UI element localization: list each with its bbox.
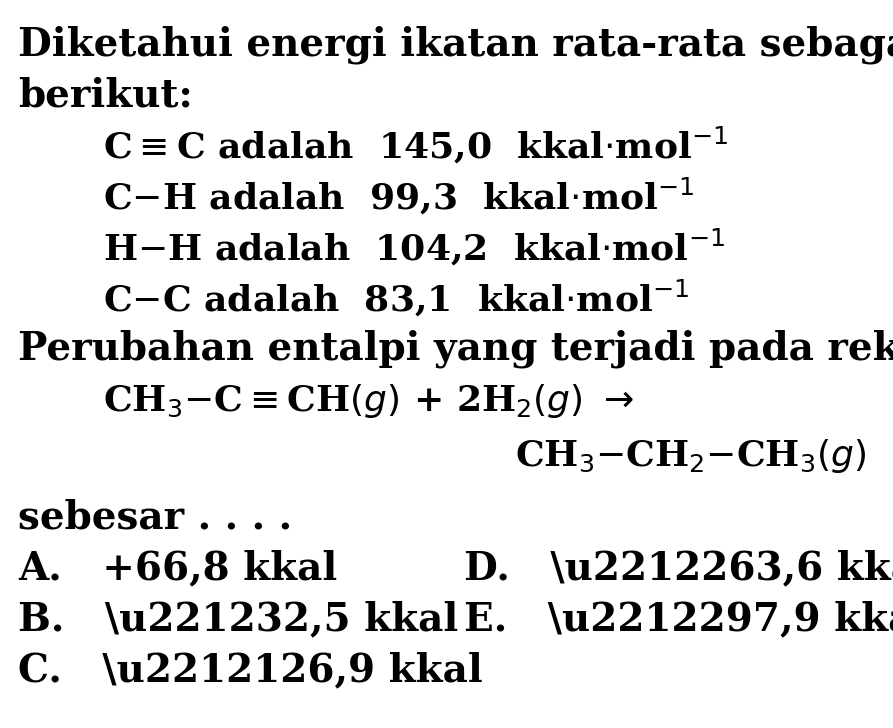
Text: Perubahan entalpi yang terjadi pada reksi:: Perubahan entalpi yang terjadi pada reks… — [18, 329, 893, 368]
Text: berikut:: berikut: — [18, 76, 193, 114]
Text: D.   \u2212263,6 kkal: D. \u2212263,6 kkal — [464, 550, 893, 587]
Text: C.   \u2212126,9 kkal: C. \u2212126,9 kkal — [18, 652, 482, 689]
Text: E.   \u2212297,9 kkal: E. \u2212297,9 kkal — [464, 601, 893, 638]
Text: C$\equiv$C adalah  145,0  kkal$\cdot$mol$^{-1}$: C$\equiv$C adalah 145,0 kkal$\cdot$mol$^… — [103, 125, 728, 166]
Text: CH$_3$$-$C$\equiv$CH$(g)$ + 2H$_2$$(g)$ $\rightarrow$: CH$_3$$-$C$\equiv$CH$(g)$ + 2H$_2$$(g)$ … — [103, 382, 634, 420]
Text: A.   +66,8 kkal: A. +66,8 kkal — [18, 550, 338, 587]
Text: Diketahui energi ikatan rata-rata sebagai: Diketahui energi ikatan rata-rata sebaga… — [18, 25, 893, 64]
Text: H$-$H adalah  104,2  kkal$\cdot$mol$^{-1}$: H$-$H adalah 104,2 kkal$\cdot$mol$^{-1}$ — [103, 227, 725, 268]
Text: C$-$C adalah  83,1  kkal$\cdot$mol$^{-1}$: C$-$C adalah 83,1 kkal$\cdot$mol$^{-1}$ — [103, 278, 689, 319]
Text: B.   \u221232,5 kkal: B. \u221232,5 kkal — [18, 601, 458, 638]
Text: CH$_3$$-$CH$_2$$-$CH$_3$$(g)$: CH$_3$$-$CH$_2$$-$CH$_3$$(g)$ — [514, 437, 866, 475]
Text: C$-$H adalah  99,3  kkal$\cdot$mol$^{-1}$: C$-$H adalah 99,3 kkal$\cdot$mol$^{-1}$ — [103, 176, 694, 217]
Text: sebesar . . . .: sebesar . . . . — [18, 499, 292, 537]
